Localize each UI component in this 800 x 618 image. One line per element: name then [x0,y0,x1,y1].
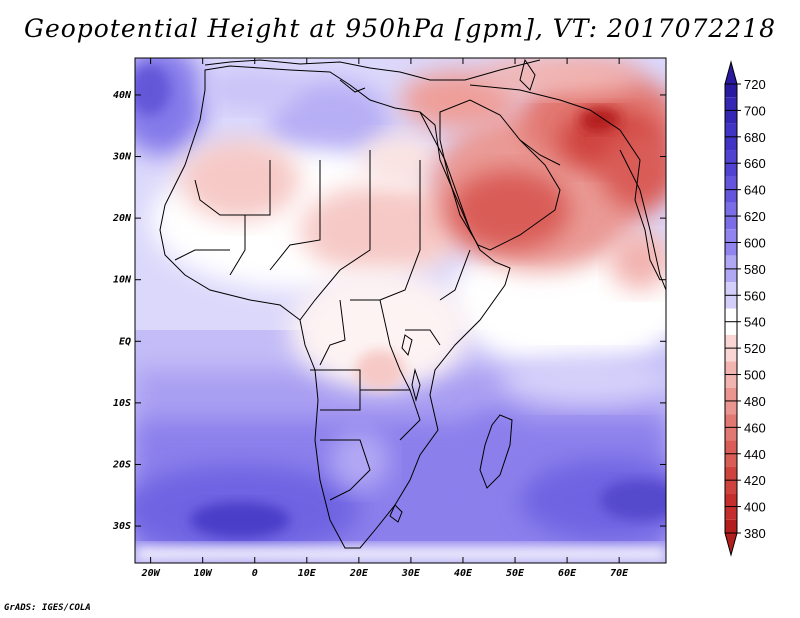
latitude-axis: 40N 30N 20N 10N EQ 10S 20S 30S [112,90,666,532]
plot-frame [134,57,667,564]
colorbar-swatch [725,84,737,98]
colorbar-label: 500 [744,368,766,383]
lon-tick-label: 10W [194,568,213,579]
longitude-axis: 20W 10W 0 10E 20E 30E 40E 50E 60E 70E [141,58,629,579]
lon-tick-label: 70E [610,568,629,579]
colorbar-label: 380 [744,526,766,541]
colorbar-label: 540 [744,315,766,330]
lat-tick-label: 30S [112,521,131,532]
colorbar-label: 600 [744,235,766,250]
lon-tick-label: 50E [506,568,525,579]
lat-tick-label: 30N [112,152,132,163]
credit-text: GrADS: IGES/COLA [4,603,91,613]
colorbar-top-arrow [724,60,738,85]
colorbar-label: 440 [744,447,766,462]
colorbar-label: 640 [744,183,766,198]
lat-tick-label: 10S [113,398,131,409]
lat-tick-label: 20S [112,459,131,470]
colorbar-label: 620 [744,209,766,224]
lon-tick-label: 0 [252,568,258,579]
colorbar-label: 400 [744,500,766,515]
colorbar-label: 580 [744,262,766,277]
colorbar: 720 700 680 660 640 620 600 580 560 540 520 500 480 4… [724,60,766,557]
lat-tick-label: 40N [113,90,132,101]
lat-tick-label: EQ [119,336,131,347]
colorbar-label: 460 [744,420,766,435]
lat-tick-label: 20N [112,213,132,224]
colorbar-swatch [725,519,737,533]
lon-tick-label: 20E [349,568,369,579]
colorbar-label: 560 [744,288,766,303]
lat-tick-label: 10N [113,275,132,286]
colorbar-label: 660 [744,156,766,171]
lon-tick-label: 60E [558,568,577,579]
coastlines [159,58,666,549]
colorbar-label: 480 [744,394,766,409]
colorbar-label: 680 [744,130,766,145]
chart-title: Geopotential Height at 950hPa [gpm], VT:… [23,14,777,43]
colorbar-label: 420 [744,473,766,488]
colorbar-label: 700 [744,103,766,118]
lon-tick-label: 40E [454,568,473,579]
colorbar-label: 720 [744,77,766,92]
colorbar-frame [724,83,738,534]
lon-tick-label: 10E [298,568,317,579]
lon-tick-label: 20W [141,568,161,579]
lon-tick-label: 30E [401,568,421,579]
height-field [135,58,666,563]
colorbar-label: 520 [744,341,766,356]
colorbar-bottom-arrow [724,532,738,557]
